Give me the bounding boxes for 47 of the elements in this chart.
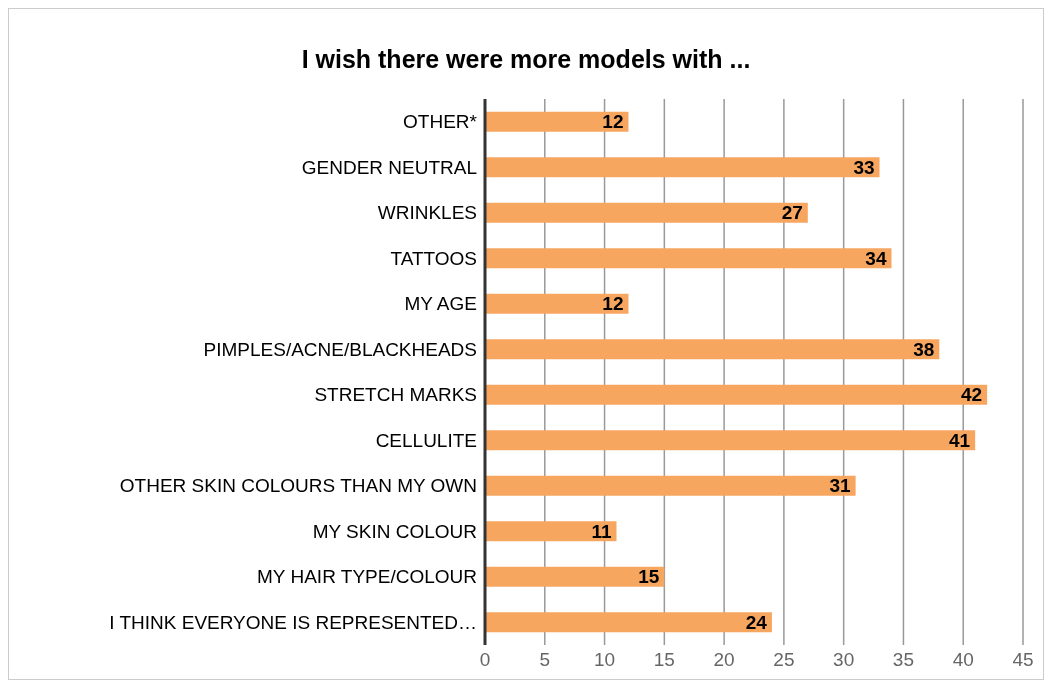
- data-label: 11: [591, 520, 612, 542]
- x-tick-label: 25: [773, 649, 795, 671]
- bar: [485, 521, 617, 542]
- y-tick-label: MY AGE: [404, 293, 477, 315]
- y-tick-label: MY HAIR TYPE/COLOUR: [257, 566, 477, 588]
- y-tick-label: GENDER NEUTRAL: [301, 156, 477, 178]
- x-tick-label: 35: [892, 649, 915, 671]
- bar: [485, 612, 772, 633]
- data-label: 42: [960, 384, 983, 406]
- data-label: 34: [865, 247, 887, 269]
- y-tick-label: STRETCH MARKS: [314, 384, 477, 406]
- y-tick-label: WRINKLES: [377, 202, 477, 224]
- y-tick-label: I THINK EVERYONE IS REPRESENTED…: [109, 611, 477, 633]
- y-tick-label: PIMPLES/ACNE/BLACKHEADS: [203, 338, 477, 360]
- y-tick-label: OTHER*: [403, 111, 478, 133]
- x-tick-label: 20: [713, 649, 735, 671]
- bar: [485, 293, 629, 314]
- data-label: 31: [829, 475, 852, 497]
- bar: [485, 566, 665, 587]
- x-tick-label: 15: [653, 649, 675, 671]
- bar: [485, 248, 892, 269]
- x-tick-label: 10: [593, 649, 616, 671]
- bar: [485, 430, 976, 451]
- bar: [485, 475, 856, 496]
- bar: [485, 339, 940, 360]
- x-tick-label: 30: [833, 649, 855, 671]
- bar: [485, 111, 629, 132]
- data-label: 41: [949, 429, 971, 451]
- data-label: 24: [745, 611, 768, 633]
- y-tick-label: MY SKIN COLOUR: [312, 520, 477, 542]
- y-tick-label: OTHER SKIN COLOURS THAN MY OWN: [119, 475, 477, 497]
- y-tick-label: TATTOOS: [390, 247, 477, 269]
- chart-title: I wish there were more models with ...: [300, 45, 752, 75]
- bar: [485, 384, 988, 405]
- x-tick-label: 5: [539, 649, 551, 671]
- x-tick-label: 0: [479, 649, 491, 671]
- bar: [485, 202, 808, 223]
- x-tick-label: 45: [1012, 649, 1034, 671]
- data-label: 15: [638, 566, 660, 588]
- data-label: 27: [781, 202, 803, 224]
- y-tick-label: CELLULITE: [375, 429, 477, 451]
- data-label: 12: [602, 293, 624, 315]
- x-tick-label: 40: [952, 649, 974, 671]
- data-label: 33: [853, 156, 875, 178]
- data-label: 38: [913, 338, 935, 360]
- bar: [485, 157, 880, 178]
- data-label: 12: [602, 111, 624, 133]
